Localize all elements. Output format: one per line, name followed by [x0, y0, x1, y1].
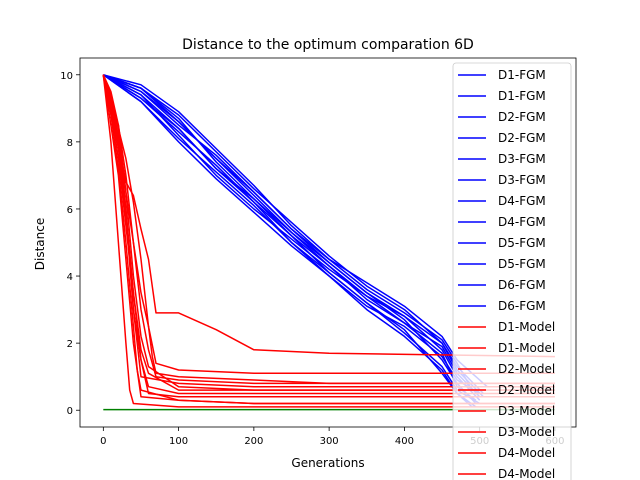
series-line-9: [103, 74, 488, 388]
x-tick-label: 200: [244, 436, 263, 447]
y-axis-label: Distance: [33, 218, 47, 270]
legend-label: D2-Model: [498, 362, 555, 376]
legend-label: D4-FGM: [498, 215, 546, 229]
legend-label: D1-Model: [498, 320, 555, 334]
legend-label: D3-FGM: [498, 173, 546, 187]
axes: 01002003004005006000246810: [60, 57, 577, 447]
y-tick-label: 2: [67, 339, 73, 350]
legend-label: D4-FGM: [498, 194, 546, 208]
y-tick-label: 10: [60, 71, 73, 82]
legend-label: D1-FGM: [498, 89, 546, 103]
series-line-22: [102, 74, 555, 408]
x-tick-label: 300: [320, 436, 339, 447]
series-line-6: [103, 74, 477, 401]
legend-label: D4-Model: [498, 467, 555, 480]
legend-label: D6-FGM: [498, 299, 546, 313]
y-tick-label: 0: [67, 406, 73, 417]
series-line-23: [102, 74, 555, 375]
legend-label: D3-Model: [498, 425, 555, 439]
series-line-18: [102, 74, 555, 391]
legend-label: D5-FGM: [498, 236, 546, 250]
axes-frame: [79, 57, 577, 428]
legend-label: D3-Model: [498, 404, 555, 418]
series-line-10: [102, 74, 481, 398]
x-tick-label: 100: [169, 436, 188, 447]
y-tick-label: 8: [67, 138, 73, 149]
series-line-24: [102, 74, 555, 388]
y-tick-label: 4: [67, 272, 73, 283]
legend-label: D3-FGM: [498, 152, 546, 166]
legend-label: D1-FGM: [498, 68, 546, 82]
legend-label: D1-Model: [498, 341, 555, 355]
legend-label: D6-FGM: [498, 278, 546, 292]
legend-label: D2-FGM: [498, 110, 546, 124]
legend-label: D2-Model: [498, 383, 555, 397]
legend-label: D5-FGM: [498, 257, 546, 271]
series-line-12: [103, 74, 484, 395]
series-line-7: [102, 74, 473, 391]
y-tick-label: 6: [67, 205, 73, 216]
series-line-19: [102, 74, 555, 405]
series-line-21: [102, 74, 555, 391]
chart-title: Distance to the optimum comparation 6D: [182, 37, 474, 53]
legend-label: D2-FGM: [498, 131, 546, 145]
legend-box: [452, 62, 572, 480]
series-lines: [102, 74, 555, 411]
series-line-1: [102, 74, 473, 408]
legend-label: D4-Model: [498, 446, 555, 460]
legend: D1-FGM D1-FGM D2-FGM D2-FGM D3-FGM D3-FGM D4-F…: [452, 62, 572, 480]
series-line-8: [102, 74, 481, 405]
x-tick-label: 400: [395, 436, 414, 447]
x-axis-label: Generations: [291, 456, 364, 470]
x-tick-label: 0: [100, 436, 106, 447]
plot-area: [102, 74, 555, 411]
